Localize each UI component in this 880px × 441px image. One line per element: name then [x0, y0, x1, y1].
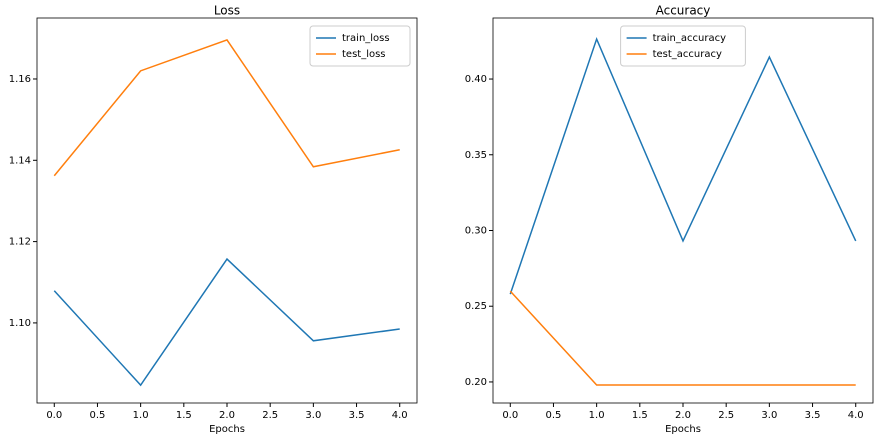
line-series	[53, 39, 400, 177]
y-tick-label: 1.12	[9, 237, 31, 248]
line-series	[509, 36, 857, 295]
x-tick-label: 4.0	[848, 410, 864, 421]
legend-label: test_loss	[342, 49, 386, 60]
y-tick-label: 1.14	[9, 155, 31, 166]
x-tick-label: 4.0	[392, 410, 408, 421]
x-tick-label: 3.0	[761, 410, 777, 421]
x-tick-label: 1.5	[632, 410, 648, 421]
axes-frame	[492, 17, 874, 404]
x-tick-label: 0.5	[90, 410, 106, 421]
y-tick-label: 1.16	[9, 74, 31, 85]
x-tick-label: 1.0	[589, 410, 605, 421]
x-tick-label: 2.5	[718, 410, 734, 421]
line-series	[509, 290, 856, 386]
y-tick-label: 0.20	[465, 377, 487, 388]
x-axis-label: Epochs	[665, 424, 701, 435]
legend-label: train_loss	[342, 33, 390, 44]
x-tick-label: 3.5	[805, 410, 821, 421]
y-tick-label: 0.30	[465, 225, 487, 236]
y-tick-label: 0.35	[465, 150, 487, 161]
x-tick-label: 0.0	[46, 410, 62, 421]
y-tick-label: 1.10	[9, 318, 31, 329]
x-tick-label: 3.0	[305, 410, 321, 421]
y-tick-label: 0.25	[465, 301, 487, 312]
chart-title: Loss	[214, 4, 240, 18]
y-tick-label: 0.40	[465, 74, 487, 85]
x-tick-label: 3.5	[349, 410, 365, 421]
x-tick-label: 0.5	[546, 410, 562, 421]
legend-box	[620, 25, 746, 67]
x-tick-label: 2.0	[219, 410, 235, 421]
x-tick-label: 2.5	[262, 410, 278, 421]
chart-title: Accuracy	[656, 4, 711, 18]
x-tick-label: 1.0	[133, 410, 149, 421]
axes-frame	[36, 17, 418, 404]
legend-label: test_accuracy	[653, 49, 722, 60]
x-tick-label: 0.0	[502, 410, 518, 421]
x-tick-label: 1.5	[176, 410, 192, 421]
legend-box	[309, 25, 411, 67]
x-tick-label: 2.0	[675, 410, 691, 421]
x-axis-label: Epochs	[209, 424, 245, 435]
legend-label: train_accuracy	[653, 33, 726, 44]
line-series	[53, 257, 400, 387]
